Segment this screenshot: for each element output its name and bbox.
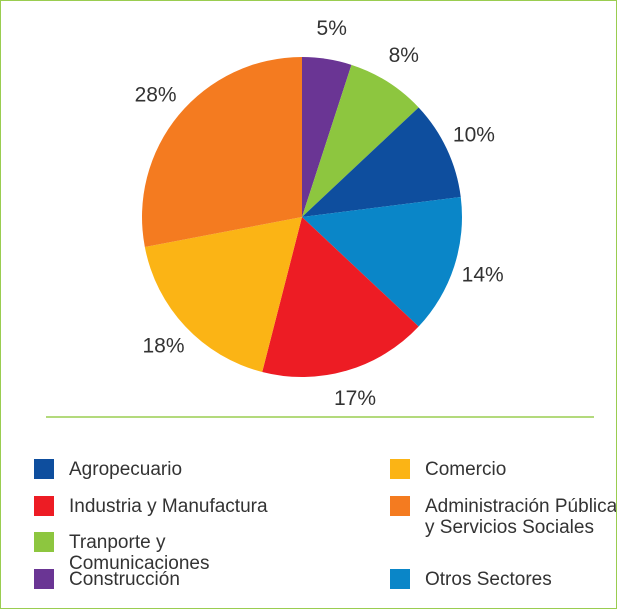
legend-item: Industria y Manufactura	[34, 496, 269, 517]
legend-item: Administración Pública y Servicios Socia…	[390, 496, 617, 538]
pie-slice	[302, 107, 461, 217]
legend-item: Agropecuario	[34, 459, 269, 480]
value-label: 14%	[462, 263, 504, 286]
value-label: 5%	[317, 17, 347, 40]
value-label: 8%	[389, 44, 419, 67]
pie-slice	[302, 64, 419, 217]
value-label: 17%	[334, 387, 376, 410]
pie-slice	[262, 217, 419, 377]
legend-label: Agropecuario	[69, 459, 183, 480]
legend-swatch	[34, 569, 54, 589]
legend-label: Construcción	[69, 569, 180, 590]
pie-slice	[144, 217, 302, 372]
legend-label: Comercio	[425, 459, 507, 480]
pie-slice	[302, 57, 352, 217]
legend-item: Tranporte y Comunicaciones	[34, 532, 269, 574]
legend-swatch	[390, 569, 410, 589]
legend-swatch	[34, 496, 54, 516]
legend-label: Administración Pública y Servicios Socia…	[425, 496, 617, 538]
value-label: 18%	[142, 335, 184, 358]
legend-swatch	[34, 532, 54, 552]
legend-item: Construcción	[34, 569, 269, 590]
value-label: 10%	[453, 124, 495, 147]
legend-swatch	[390, 459, 410, 479]
legend-swatch	[390, 496, 410, 516]
legend-item: Comercio	[390, 459, 616, 480]
legend-label: Industria y Manufactura	[69, 496, 268, 517]
legend-label: Tranporte y Comunicaciones	[69, 532, 210, 574]
pie-slice	[141, 57, 302, 247]
pie-slice	[302, 196, 462, 327]
legend-label: Otros Sectores	[425, 569, 552, 590]
legend-item: Otros Sectores	[390, 569, 616, 590]
legend-swatch	[34, 459, 54, 479]
value-label: 28%	[135, 83, 177, 106]
